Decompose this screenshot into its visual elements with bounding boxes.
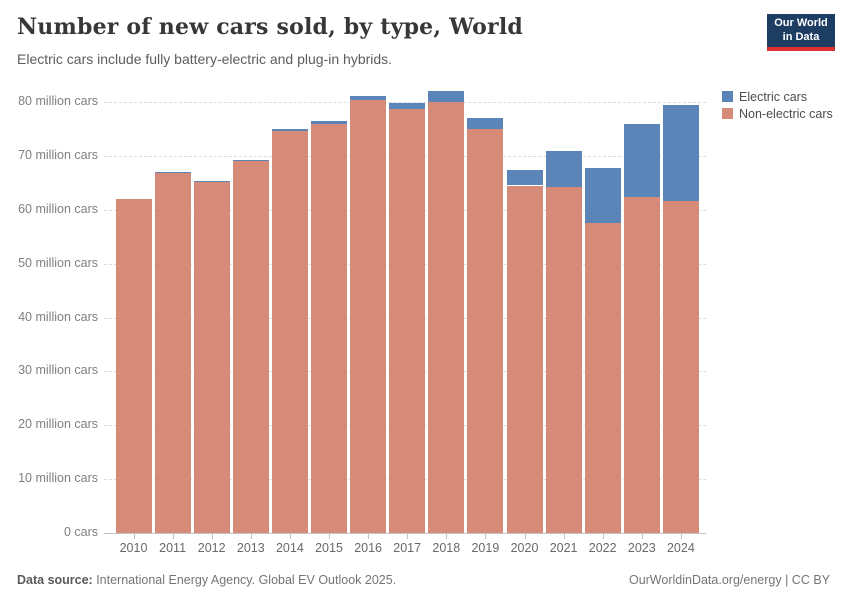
- x-axis-tick: [250, 534, 252, 539]
- grid-line: [104, 102, 706, 103]
- x-tick-label: 2018: [432, 541, 461, 555]
- x-axis-tick: [602, 534, 604, 539]
- x-axis-tick: [172, 534, 174, 539]
- legend-item-electric[interactable]: Electric cars: [722, 88, 833, 105]
- chart-footer: Data source: International Energy Agency…: [0, 573, 850, 587]
- y-tick-label: 80 million cars: [18, 94, 98, 108]
- x-axis-tick: [446, 534, 448, 539]
- y-tick-label: 70 million cars: [18, 147, 98, 162]
- bar-segment-electric[interactable]: [545, 151, 582, 187]
- bar-segment-electric[interactable]: [467, 118, 504, 130]
- bar-segment-electric[interactable]: [350, 95, 387, 100]
- bar-segment-nonelectric[interactable]: [311, 124, 347, 533]
- legend-label-nonelectric: Non-electric cars: [739, 106, 833, 121]
- y-tick-label: 0 cars: [63, 525, 98, 539]
- bar-segment-nonelectric[interactable]: [389, 109, 426, 533]
- footer-separator: |: [781, 573, 792, 587]
- bar-segment-nonelectric[interactable]: [467, 129, 504, 533]
- x-axis-tick: [680, 534, 682, 539]
- owid-logo-line1: Our World: [774, 17, 828, 29]
- x-tick-label: 2012: [197, 541, 226, 555]
- bar-segment-nonelectric[interactable]: [193, 181, 230, 533]
- bar-segment-nonelectric[interactable]: [428, 102, 465, 533]
- x-tick-label: 2010: [119, 541, 148, 555]
- x-tick-label: 2022: [588, 541, 617, 555]
- x-tick-label: 2017: [393, 541, 422, 555]
- x-tick-label: 2019: [471, 541, 500, 555]
- bar-segment-nonelectric[interactable]: [545, 186, 582, 533]
- bar-segment-electric[interactable]: [662, 105, 699, 201]
- x-tick-label: 2023: [627, 541, 656, 555]
- x-axis-tick: [368, 534, 370, 539]
- bar-segment-nonelectric[interactable]: [271, 130, 308, 533]
- x-axis-tick: [329, 534, 330, 539]
- bar-segment-nonelectric[interactable]: [115, 198, 152, 533]
- legend-swatch-electric-icon: [722, 91, 733, 102]
- x-axis-tick: [524, 534, 526, 539]
- y-tick-label: 10 million cars: [18, 471, 98, 486]
- x-axis-tick: [407, 534, 409, 539]
- bar-segment-nonelectric[interactable]: [623, 197, 660, 533]
- x-axis-tick: [289, 534, 291, 539]
- bar-segment-nonelectric[interactable]: [232, 160, 269, 533]
- y-tick-label: 60 million cars: [18, 201, 98, 216]
- x-tick-label: 2015: [315, 541, 343, 555]
- y-tick-label: 20 million cars: [18, 417, 98, 432]
- x-axis-tick: [133, 534, 135, 539]
- chart-title: Number of new cars sold, by type, World: [17, 14, 523, 40]
- x-tick-label: 2016: [354, 541, 382, 555]
- bar-segment-electric[interactable]: [428, 91, 465, 102]
- data-source-text: International Energy Agency. Global EV O…: [92, 573, 397, 587]
- legend-label-electric: Electric cars: [739, 89, 808, 104]
- legend-swatch-nonelectric-icon: [722, 108, 733, 119]
- x-axis-tick: [563, 534, 565, 539]
- y-tick-label: 40 million cars: [18, 309, 98, 324]
- bar-segment-electric[interactable]: [271, 128, 308, 131]
- x-tick-label: 2020: [510, 541, 539, 555]
- data-source-note: Data source: International Energy Agency…: [17, 573, 396, 587]
- data-source-label: Data source:: [17, 573, 93, 587]
- bar-segment-nonelectric[interactable]: [662, 200, 699, 533]
- x-tick-label: 2024: [666, 541, 695, 555]
- x-axis-tick: [641, 534, 643, 539]
- chart-subtitle: Electric cars include fully battery-elec…: [17, 51, 393, 67]
- x-tick-label: 2021: [549, 541, 578, 555]
- bar-segment-nonelectric[interactable]: [506, 185, 543, 533]
- legend-item-nonelectric[interactable]: Non-electric cars: [722, 105, 833, 122]
- bar-segment-nonelectric[interactable]: [154, 172, 191, 533]
- bar-segment-electric[interactable]: [389, 102, 426, 109]
- bar-segment-electric[interactable]: [311, 121, 347, 125]
- chart-legend: Electric cars Non-electric cars: [722, 88, 833, 122]
- owid-logo-line2: in Data: [782, 30, 820, 43]
- x-tick-label: 2013: [236, 541, 265, 555]
- y-tick-label: 30 million cars: [18, 363, 98, 378]
- bar-segment-electric[interactable]: [506, 169, 543, 186]
- owid-logo[interactable]: Our World in Data: [767, 14, 835, 51]
- x-axis-tick: [485, 534, 487, 539]
- footer-links: OurWorldinData.org/energy | CC BY: [629, 573, 830, 587]
- y-tick-label: 50 million cars: [18, 255, 98, 270]
- x-axis-line: [104, 533, 706, 534]
- owid-url-link[interactable]: OurWorldinData.org/energy: [628, 573, 782, 587]
- x-tick-label: 2014: [275, 541, 304, 555]
- license-link[interactable]: CC BY: [791, 573, 830, 587]
- bar-segment-electric[interactable]: [193, 180, 230, 182]
- bar-segment-electric[interactable]: [623, 123, 660, 198]
- bar-segment-nonelectric[interactable]: [584, 222, 621, 533]
- bar-segment-nonelectric[interactable]: [350, 99, 387, 533]
- bar-segment-electric[interactable]: [584, 167, 621, 223]
- bar-segment-electric[interactable]: [232, 159, 269, 161]
- x-axis-tick: [211, 534, 213, 539]
- x-tick-label: 2011: [159, 541, 187, 555]
